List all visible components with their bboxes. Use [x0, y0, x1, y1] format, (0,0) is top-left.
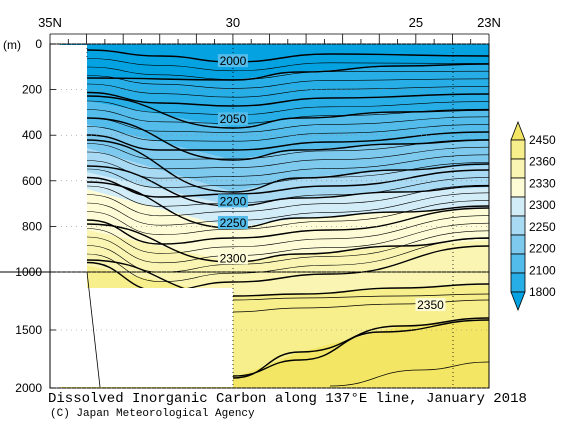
contour-line-34 [86, 259, 489, 297]
contour-line-25 [86, 238, 489, 282]
contour-line-29 [86, 117, 489, 161]
x-tick-label: 23N [477, 15, 501, 30]
no-data-coast [51, 45, 87, 387]
coast-slope-line [86, 271, 101, 388]
colorbar-segment [510, 272, 526, 293]
y-tick-label: 2000 [15, 381, 42, 395]
contour-label-text: 2050 [220, 112, 247, 126]
contour-line-6 [86, 91, 489, 107]
contour-label-2000: 2000 [217, 54, 248, 68]
colorbar-segment [510, 253, 526, 274]
y-tick-label: 0 [35, 37, 42, 51]
contour-label-2200: 2200 [217, 194, 248, 208]
colorbar-label: 2360 [529, 155, 556, 169]
contour-line-39 [329, 361, 489, 387]
contour-label-text: 2250 [220, 216, 247, 230]
contour-label-2050: 2050 [217, 112, 248, 126]
contour-line-8 [86, 108, 489, 124]
contour-line-31 [86, 165, 489, 207]
x-axis: 35N 30 25 23N [38, 15, 501, 44]
x-tick-label: 30 [226, 15, 240, 30]
colorbar-label: 2450 [529, 133, 556, 147]
colorbar: 2450 2360 2330 2300 2250 2200 2100 1800 [510, 120, 556, 312]
contour-label-text: 2350 [417, 298, 444, 312]
colorbar-label: 2330 [529, 176, 556, 190]
contour-label-2300: 2300 [217, 251, 248, 265]
y-tick-label: 1500 [15, 323, 42, 337]
x-tick-label: 35N [38, 15, 62, 30]
contour-line-26 [86, 245, 489, 292]
dic-band-8 [60, 224, 489, 296]
no-data-regions [51, 45, 233, 388]
contour-line-22 [86, 215, 489, 254]
contour-line-7 [86, 100, 489, 116]
colorbar-top-arrow [510, 120, 526, 141]
contour-line-23 [86, 222, 489, 264]
contour-line-30 [86, 139, 489, 193]
contour-line-17 [86, 177, 489, 207]
contour-line-15 [86, 162, 489, 188]
colorbar-label: 2300 [529, 198, 556, 212]
y-axis: 0 200 400 600 800 1000 1500 2000 [15, 37, 489, 395]
contour-label-2350: 2350 [415, 298, 446, 312]
contour-line-21 [86, 207, 489, 245]
colorbar-label: 2250 [529, 220, 556, 234]
colorbar-segment [510, 234, 526, 255]
contour-line-13 [86, 146, 489, 170]
colorbar-segment [510, 215, 526, 236]
contour-line-4 [86, 75, 489, 89]
y-tick-label: 600 [22, 174, 42, 188]
colorbar-label: 2100 [529, 263, 556, 277]
contour-label-text: 2200 [220, 194, 247, 208]
no-data-deep-north [87, 288, 233, 387]
dic-contour-lines [86, 49, 489, 387]
contour-label-2250: 2250 [217, 215, 248, 230]
contour-line-2 [86, 58, 489, 72]
colorbar-segment [510, 158, 526, 179]
contour-line-19 [86, 192, 489, 226]
contour-labels: 2000 2050 2200 2250 2300 2350 [217, 54, 446, 312]
colorbar-label: 1800 [529, 285, 556, 299]
y-tick-label: 800 [22, 219, 42, 233]
colorbar-segment [510, 139, 526, 160]
colorbar-label: 2200 [529, 242, 556, 256]
chart-credit: (C) Japan Meteorological Agency [50, 408, 255, 420]
contour-line-11 [86, 131, 489, 151]
dic-band-4 [60, 118, 489, 192]
contour-line-1 [86, 49, 489, 63]
contour-line-37 [232, 293, 489, 301]
dic-band-7 [60, 182, 489, 262]
contour-line-32 [86, 181, 489, 229]
x-tick-label: 25 [409, 15, 423, 30]
colorbar-bottom-arrow [510, 291, 526, 312]
dic-band-1 [60, 44, 489, 80]
colorbar-segment [510, 196, 526, 217]
colorbar-segment [510, 177, 526, 198]
chart-title: Dissolved Inorganic Carbon along 137°E l… [48, 391, 527, 407]
y-tick-label: 200 [22, 83, 42, 97]
y-tick-label: 1000 [15, 265, 42, 279]
contour-line-16 [86, 169, 489, 198]
y-tick-label: 400 [22, 128, 42, 142]
contour-line-27 [86, 63, 489, 81]
contour-line-36 [232, 319, 489, 377]
contour-line-5 [86, 83, 489, 98]
contour-label-text: 2300 [220, 251, 247, 265]
contour-line-18 [86, 184, 489, 217]
contour-line-33 [86, 223, 489, 263]
contour-line-9 [86, 116, 489, 133]
y-unit-label: (m) [3, 38, 21, 52]
contour-label-text: 2000 [220, 54, 247, 68]
contour-line-10 [86, 124, 489, 142]
contour-line-28 [86, 95, 489, 129]
